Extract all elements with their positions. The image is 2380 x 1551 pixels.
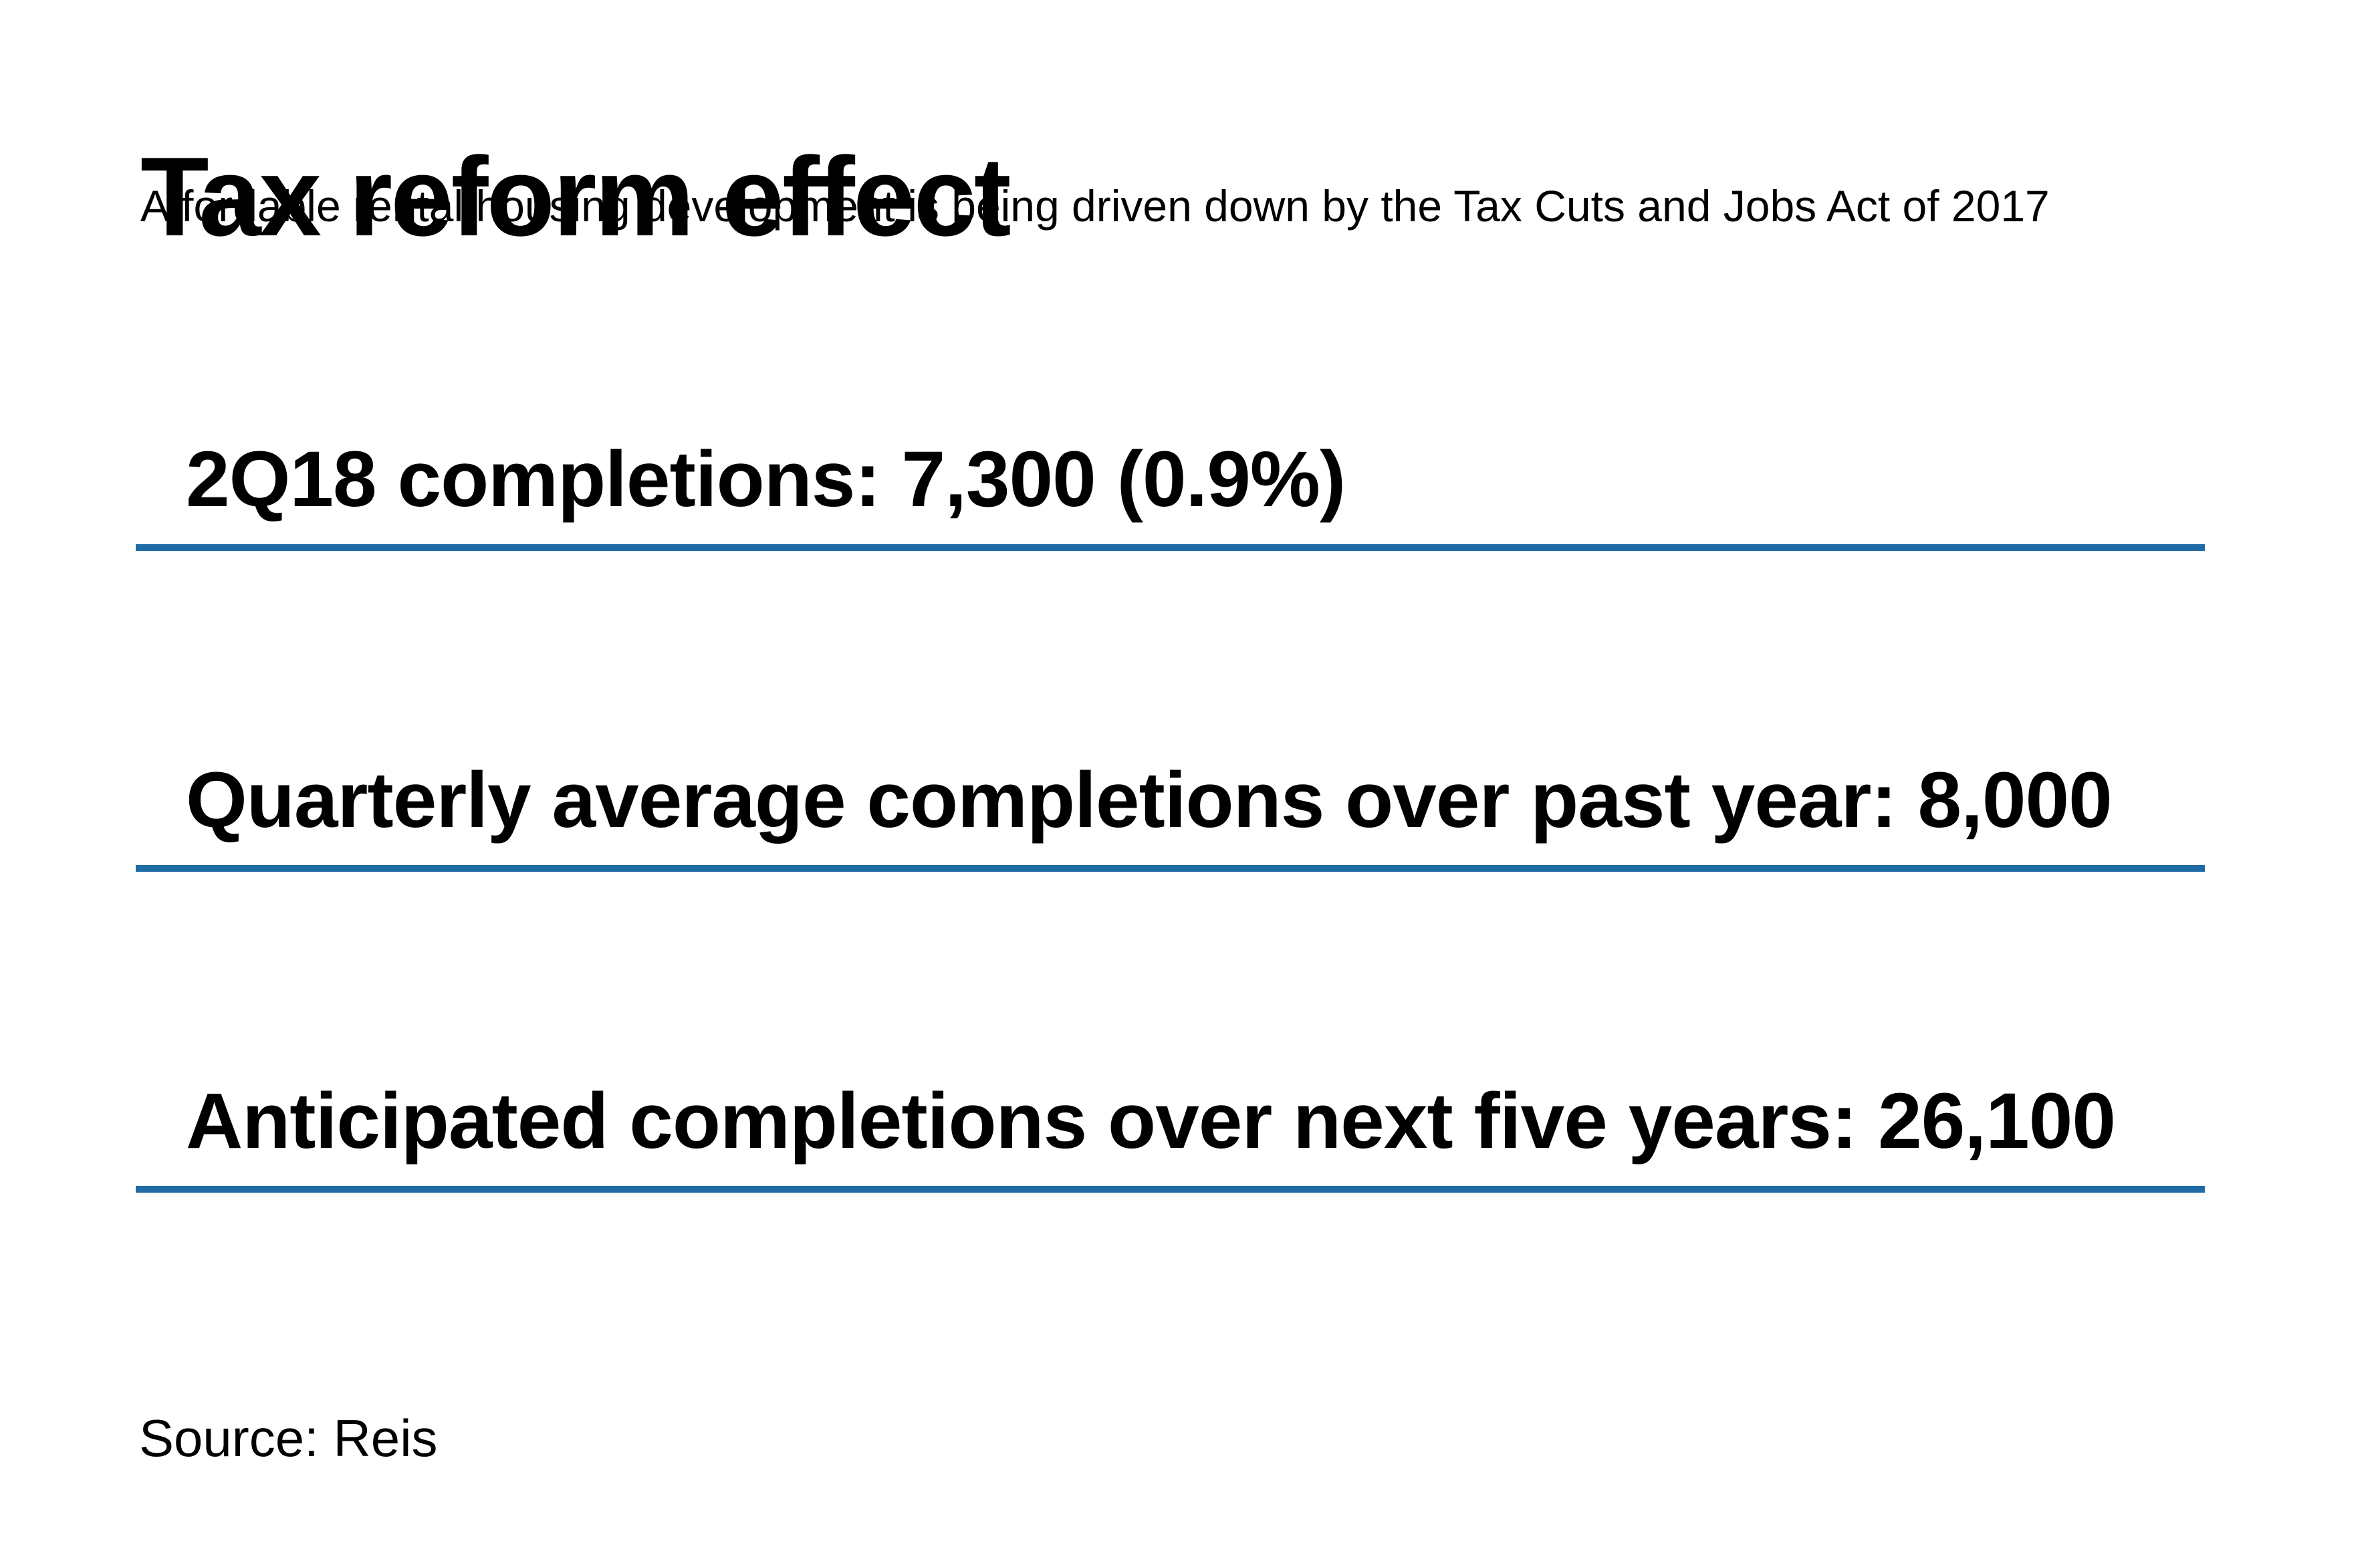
page-title: Tax reform effect — [140, 133, 1012, 259]
source-attribution: Source: Reis — [139, 1409, 438, 1467]
stat-underline — [136, 544, 2205, 551]
page-subtitle: Affordable rental housing development is… — [140, 181, 2050, 231]
stat-row-2q18-completions: 2Q18 completions: 7,300 (0.9%) — [136, 440, 2205, 554]
stat-text: Anticipated completions over next five y… — [186, 1077, 2116, 1165]
stat-row-quarterly-average: Quarterly average completions over past … — [136, 761, 2205, 874]
stat-row-anticipated-completions: Anticipated completions over next five y… — [136, 1082, 2205, 1195]
stat-underline — [136, 865, 2205, 872]
stat-text: 2Q18 completions: 7,300 (0.9%) — [186, 435, 1346, 523]
stat-underline — [136, 1186, 2205, 1193]
stat-text: Quarterly average completions over past … — [186, 756, 2113, 844]
